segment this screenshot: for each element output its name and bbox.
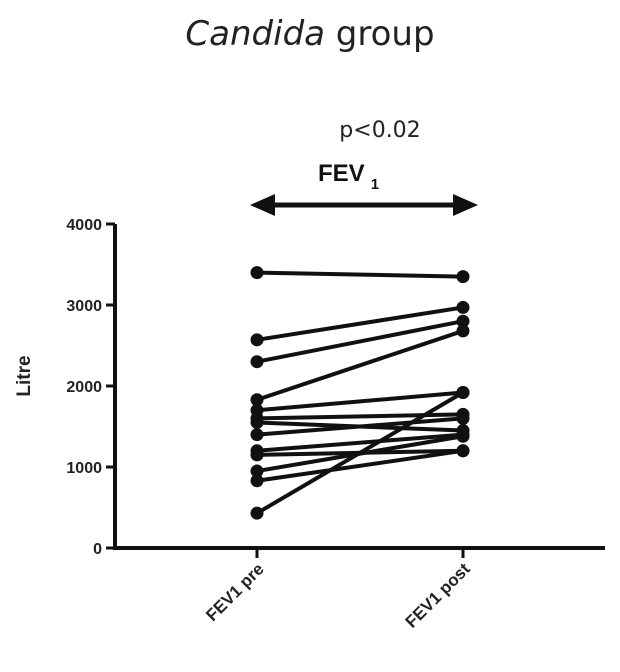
data-point (456, 385, 470, 399)
series-line (255, 412, 465, 421)
data-point (456, 270, 470, 284)
arrow-head-left (250, 194, 275, 216)
series-line (255, 390, 465, 516)
chart-title-italic: Candida (185, 14, 325, 54)
data-point (250, 355, 264, 369)
fev1-annotation: FEV 1 (318, 160, 379, 193)
series-line (255, 390, 465, 413)
x-tick-label: FEV1 pre (202, 559, 268, 625)
data-point (250, 266, 264, 280)
data-point (250, 415, 264, 429)
data-point (456, 411, 470, 425)
data-point (250, 428, 264, 442)
chart-title: Candida group (0, 14, 620, 54)
y-tick-label: 0 (93, 541, 102, 558)
series-line (255, 416, 465, 437)
data-point (250, 464, 264, 478)
series-line (255, 448, 465, 483)
data-point (456, 324, 470, 338)
series-line (255, 319, 465, 364)
data-point (456, 429, 470, 443)
data-point (456, 300, 470, 314)
fev1-annotation-subscript: 1 (370, 176, 380, 193)
series-line (255, 270, 465, 279)
fev1-annotation-main: FEV (318, 160, 365, 187)
data-point (250, 333, 264, 347)
data-point (250, 474, 264, 488)
data-point (250, 506, 264, 520)
data-point (250, 448, 264, 462)
p-value-annotation: p<0.02 (339, 118, 421, 143)
data-point (456, 444, 470, 458)
data-point (250, 393, 264, 407)
data-point (456, 314, 470, 328)
series-line (255, 432, 465, 453)
x-tick-label: FEV1 post (402, 559, 474, 631)
y-axis-label: Litre (14, 355, 35, 396)
y-tick-label: 2000 (66, 379, 102, 396)
y-tick-label: 1000 (66, 460, 102, 477)
y-tick-label: 4000 (66, 217, 102, 234)
arrow-head-right (453, 194, 478, 216)
chart-title-rest: group (325, 14, 435, 54)
series-line (255, 328, 465, 402)
series-line (255, 305, 465, 342)
y-tick-label: 3000 (66, 298, 102, 315)
